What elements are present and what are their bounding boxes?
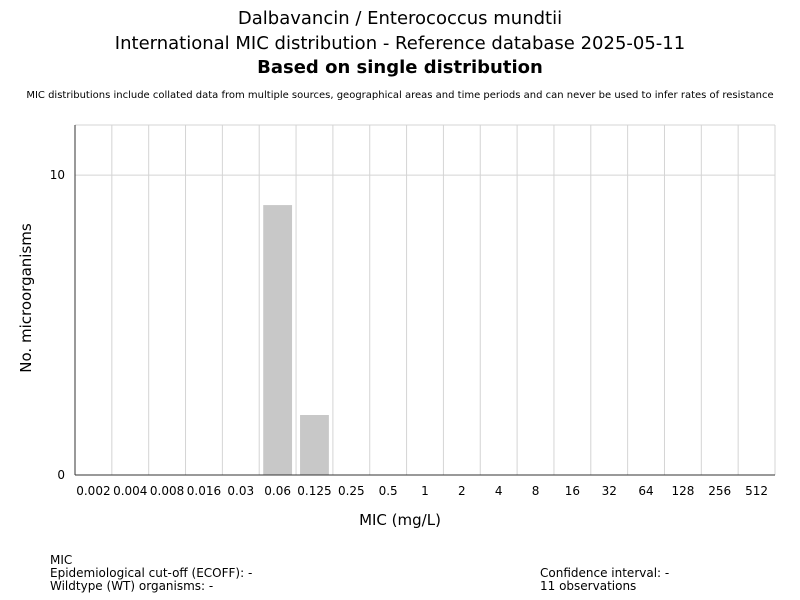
x-tick-label: 32 <box>602 484 617 498</box>
footer-left: MIC Epidemiological cut-off (ECOFF): - W… <box>50 554 252 593</box>
x-tick-label: 4 <box>495 484 503 498</box>
bars <box>263 205 329 475</box>
x-tick-label: 512 <box>745 484 768 498</box>
footer-ecoff: Epidemiological cut-off (ECOFF): - <box>50 566 253 580</box>
footer-observations: 11 observations <box>540 579 637 593</box>
x-tick-label: 0.5 <box>379 484 398 498</box>
footer-mic-label: MIC <box>50 553 73 567</box>
x-tick-label: 0.125 <box>297 484 331 498</box>
footer-right: Confidence interval: - 11 observations <box>540 567 669 593</box>
x-tick-label: 0.016 <box>187 484 221 498</box>
chart-disclaimer: MIC distributions include collated data … <box>26 90 774 101</box>
y-tick-label: 10 <box>50 168 65 182</box>
x-tick-label: 0.008 <box>150 484 184 498</box>
footer-wildtype: Wildtype (WT) organisms: - <box>50 579 214 593</box>
x-axis-label: MIC (mg/L) <box>359 511 441 529</box>
y-tick-label: 0 <box>57 468 65 482</box>
x-tick-label: 128 <box>671 484 694 498</box>
axes <box>74 125 775 476</box>
x-tick-label: 0.25 <box>338 484 365 498</box>
x-tick-label: 8 <box>532 484 540 498</box>
bar-0.06 <box>263 205 293 475</box>
bar-0.125 <box>300 415 329 475</box>
x-tick-label: 256 <box>708 484 731 498</box>
x-tick-label: 16 <box>565 484 580 498</box>
x-tick-label: 2 <box>458 484 466 498</box>
grid-lines <box>75 124 776 475</box>
x-tick-label: 0.03 <box>227 484 254 498</box>
x-tick-label: 0.002 <box>76 484 110 498</box>
chart-subtitle: International MIC distribution - Referen… <box>114 33 686 54</box>
x-tick-label: 0.004 <box>113 484 147 498</box>
x-tick-label: 1 <box>421 484 429 498</box>
chart-subtitle-bold: Based on single distribution <box>257 57 543 78</box>
x-tick-label: 0.06 <box>264 484 291 498</box>
footer-confidence-interval: Confidence interval: - <box>540 566 670 580</box>
tick-labels: 0 10 0.002 0.004 0.008 0.016 0.03 0.06 0.125 0.25… <box>50 168 768 498</box>
chart-title: Dalbavancin / Enterococcus mundtii <box>237 8 563 29</box>
x-tick-label: 64 <box>638 484 653 498</box>
y-axis-label: No. microorganisms <box>17 223 35 373</box>
